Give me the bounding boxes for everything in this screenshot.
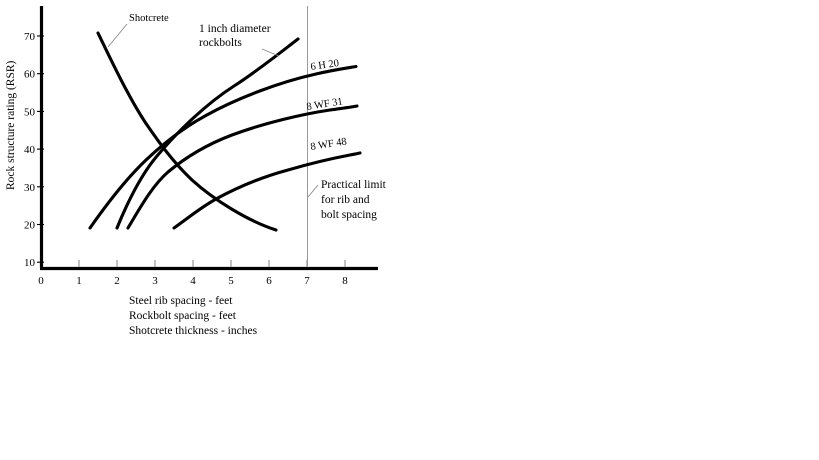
y-axis-title: Rock structure rating (RSR)	[5, 60, 17, 190]
x-tick-label-4: 4	[190, 275, 196, 287]
leader-shotcrete	[107, 23, 128, 48]
label-rockbolts-line1: 1 inch diameter	[199, 23, 271, 35]
y-axis-title-text: Rock structure rating (RSR)	[5, 60, 17, 190]
x-tick-label-6: 6	[266, 275, 272, 287]
curve-6-h-20	[88, 64, 358, 230]
practical-limit-note-line2: for rib and	[321, 194, 370, 206]
curve-8-wf-48	[172, 151, 362, 230]
leader-rockbolts	[261, 48, 280, 57]
x-tick-label-0: 0	[38, 275, 44, 287]
curve-shotcrete	[96, 31, 278, 232]
y-tick-label-40: 40	[24, 144, 36, 156]
x-tick-labels: 0 1 2 3 4 5 6 7 8	[38, 275, 348, 287]
x-axis-caption-line2: Rockbolt spacing - feet	[129, 310, 237, 322]
practical-limit-note-line3: bolt spacing	[321, 209, 377, 221]
label-6-h-20: 6 H 20	[310, 58, 340, 73]
curve-8-wf-31	[126, 104, 359, 230]
x-tick-label-8: 8	[342, 275, 348, 287]
y-tick-marks	[37, 35, 44, 263]
y-tick-label-50: 50	[24, 106, 36, 118]
y-tick-labels: 70 60 50 40 30 20 10	[24, 31, 36, 269]
x-axis-caption-line1: Steel rib spacing - feet	[129, 295, 233, 307]
x-tick-label-5: 5	[228, 275, 234, 287]
y-tick-label-70: 70	[24, 31, 36, 43]
x-tick-label-2: 2	[114, 275, 120, 287]
x-tick-label-3: 3	[152, 275, 158, 287]
x-tick-label-7: 7	[304, 275, 310, 287]
practical-limit-note-line1: Practical limit	[321, 179, 387, 191]
label-8-wf-48: 8 WF 48	[310, 136, 348, 153]
y-tick-label-30: 30	[24, 182, 36, 194]
label-shotcrete: Shotcrete	[129, 13, 169, 24]
y-tick-label-60: 60	[24, 69, 36, 81]
y-tick-label-10: 10	[24, 257, 36, 269]
leader-practical-limit	[307, 184, 319, 198]
curve-rockbolts	[115, 37, 300, 230]
x-axis-caption-line3: Shotcrete thickness - inches	[129, 325, 258, 337]
x-tick-marks	[78, 260, 346, 267]
x-tick-label-1: 1	[76, 275, 82, 287]
y-tick-label-20: 20	[24, 220, 36, 232]
label-rockbolts-line2: rockbolts	[199, 37, 242, 49]
